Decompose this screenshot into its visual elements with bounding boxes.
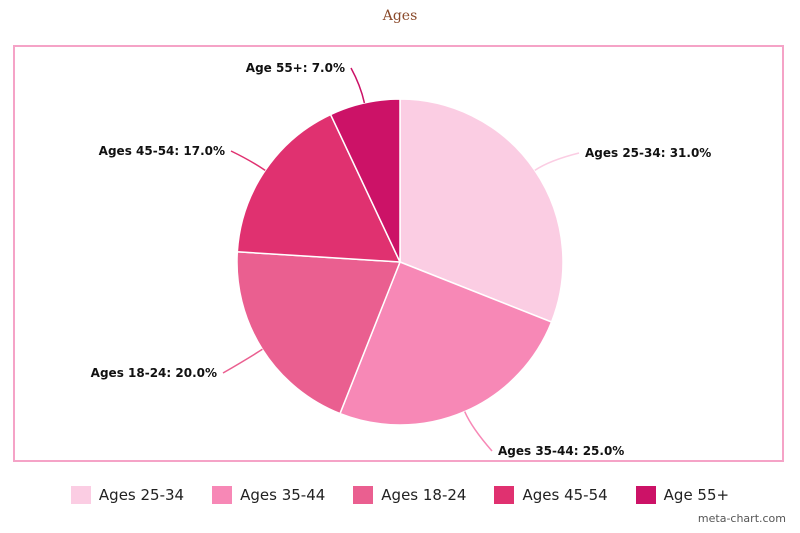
legend-swatch <box>353 486 374 504</box>
legend-item-2[interactable]: Ages 35-44 <box>212 486 325 504</box>
leader-line-2 <box>464 411 493 452</box>
slice-label-2: Ages 35-44: 25.0% <box>498 444 624 458</box>
legend: Ages 25-34 Ages 35-44 Ages 18-24 Ages 45-54… <box>0 486 800 504</box>
chart-title: Ages <box>382 8 418 24</box>
legend-swatch <box>212 486 233 504</box>
legend-label: Age 55+ <box>663 486 730 504</box>
legend-item-5[interactable]: Age 55+ <box>635 486 730 504</box>
slice-label-4: Ages 45-54: 17.0% <box>99 144 225 158</box>
legend-item-1[interactable]: Ages 25-34 <box>70 486 185 504</box>
legend-swatch <box>70 486 91 504</box>
pie-slice-5[interactable] <box>329 98 401 263</box>
legend-swatch <box>494 486 515 504</box>
legend-swatch <box>635 486 656 504</box>
leader-line-1 <box>534 152 580 172</box>
legend-item-4[interactable]: Ages 45-54 <box>494 486 608 504</box>
leader-line-4 <box>230 150 266 172</box>
credit-text: meta-chart.com <box>697 512 786 525</box>
slice-label-5: Age 55+: 7.0% <box>246 61 345 75</box>
pie-slice-2[interactable] <box>339 261 553 426</box>
pie-slice-4[interactable] <box>236 113 402 263</box>
plot-frame <box>13 45 784 462</box>
legend-label: Ages 25-34 <box>98 486 185 504</box>
legend-label: Ages 18-24 <box>381 486 467 504</box>
legend-label: Ages 35-44 <box>240 486 326 504</box>
slice-label-3: Ages 18-24: 20.0% <box>91 366 217 380</box>
legend-label: Ages 45-54 <box>522 486 608 504</box>
leader-line-5 <box>350 67 366 104</box>
leader-line-3 <box>222 348 263 374</box>
legend-item-3[interactable]: Ages 18-24 <box>353 486 466 504</box>
slice-label-1: Ages 25-34: 31.0% <box>585 146 711 160</box>
